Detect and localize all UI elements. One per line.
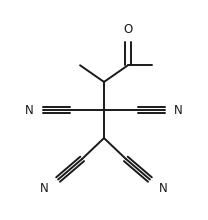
Text: N: N	[159, 182, 168, 195]
Text: N: N	[25, 103, 34, 117]
Text: N: N	[174, 103, 183, 117]
Text: N: N	[40, 182, 49, 195]
Text: O: O	[123, 23, 132, 36]
